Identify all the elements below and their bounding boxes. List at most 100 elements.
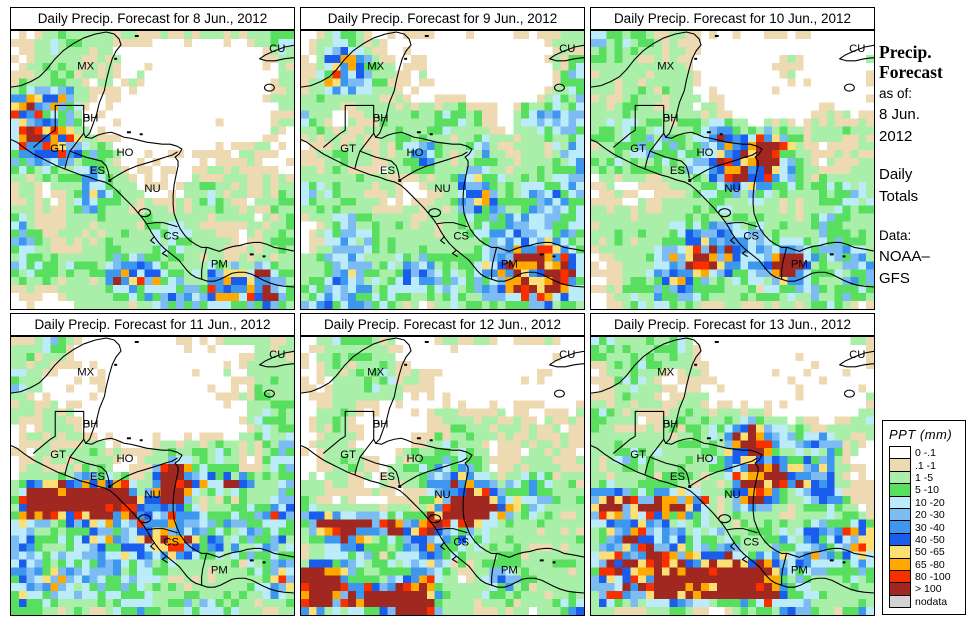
country-label-nu: NU [144,183,160,195]
country-label-cs: CS [453,536,469,548]
data-source-line1: NOAA– [879,248,930,265]
country-label-gt: GT [630,143,646,155]
panel-title-text: Daily Precip. Forecast for 8 Jun., 2012 [37,11,268,26]
precip-grid [11,31,294,309]
as-of-label: as of: [879,86,913,101]
precip-grid [591,31,874,309]
country-label-cu: CU [849,43,865,55]
as-of-date-line2: 2012 [879,128,913,145]
legend-swatch [889,458,911,472]
country-label-nu: NU [144,489,160,501]
country-label-bh: BH [373,418,389,430]
legend-label: .1 -1 [915,459,937,472]
precip-map: MX CU BH GT HO ES NU CS PM [10,30,295,310]
legend-swatch [889,483,911,497]
country-label-bh: BH [83,112,99,124]
country-label-gt: GT [50,449,66,461]
country-label-ho: HO [407,147,424,159]
legend-entry: 50 -65 [889,545,965,559]
island-marks [667,34,846,258]
precip-map: MX CU BH GT HO ES NU CS PM [300,30,585,310]
country-label-gt: GT [630,449,646,461]
legend-rows: 0 -.1.1 -1 1 -5 5 -10 10 -20 20 -30 30 -40 40 … [889,446,965,609]
legend-label: 5 -10 [915,484,939,497]
country-labels: MX CU BH GT HO ES NU CS PM [340,349,575,577]
country-outlines [301,31,584,288]
country-label-nu: NU [434,489,450,501]
legend-swatch [889,557,911,571]
country-outlines [11,31,294,288]
legend-label: 10 -20 [915,496,945,509]
legend-entry: 5 -10 [889,483,965,497]
precip-map: MX CU BH GT HO ES NU CS PM [10,336,295,616]
country-label-cs: CS [163,230,179,242]
country-label-mx: MX [367,61,384,73]
country-label-ho: HO [697,453,714,465]
legend-label: nodata [915,595,948,608]
legend-swatch [889,470,911,485]
country-label-mx: MX [367,367,384,379]
panel-title: Daily Precip. Forecast for 10 Jun., 2012 [590,7,875,30]
panel-title-text: Daily Precip. Forecast for 11 Jun., 2012 [34,317,271,332]
legend-entry: 0 -.1 [889,446,965,460]
legend-swatch [889,582,911,596]
totals-line1: Daily [879,166,913,183]
legend-swatch [889,446,911,460]
country-label-cu: CU [269,349,285,361]
country-label-bh: BH [663,112,679,124]
country-label-bh: BH [663,418,679,430]
country-label-cs: CS [163,536,179,548]
island-marks [87,340,266,564]
precip-grid [301,337,584,615]
data-source-line2: GFS [879,270,910,287]
country-label-es: ES [90,165,105,177]
country-label-pm: PM [501,258,518,270]
country-label-pm: PM [791,258,808,270]
country-labels: MX CU BH GT HO ES NU CS PM [50,43,285,271]
figure-title: Precip. Forecast [879,42,943,82]
precip-map: MX CU BH GT HO ES NU CS PM [590,30,875,310]
legend-label: 0 -.1 [915,447,937,460]
country-label-bh: BH [83,418,99,430]
country-label-gt: GT [340,143,356,155]
island-marks [377,34,556,258]
country-label-nu: NU [724,489,740,501]
country-label-cu: CU [559,349,575,361]
panel-12jun: Daily Precip. Forecast for 12 Jun., 2012… [300,313,585,616]
legend-label: 30 -40 [915,521,945,534]
country-label-es: ES [90,471,105,483]
country-label-es: ES [670,471,685,483]
country-outlines [11,337,294,594]
country-label-pm: PM [501,564,518,576]
legend-swatch [889,594,911,609]
country-label-mx: MX [657,367,674,379]
legend-label: > 100 [915,583,942,596]
legend-swatch [889,532,911,547]
legend-label: 65 -80 [915,558,945,571]
country-label-nu: NU [434,183,450,195]
country-label-es: ES [380,165,395,177]
country-label-cu: CU [269,43,285,55]
precip-grid [591,337,874,615]
panel-title: Daily Precip. Forecast for 9 Jun., 2012 [300,7,585,30]
as-of-date-line1: 8 Jun. [879,106,920,123]
country-label-cs: CS [453,230,469,242]
precip-map: MX CU BH GT HO ES NU CS PM [300,336,585,616]
country-labels: MX CU BH GT HO ES NU CS PM [630,349,865,577]
legend-label: 40 -50 [915,533,945,546]
country-outlines [591,337,874,594]
panel-9jun: Daily Precip. Forecast for 9 Jun., 2012 … [300,7,585,310]
country-label-gt: GT [340,449,356,461]
country-label-es: ES [670,165,685,177]
panel-title-text: Daily Precip. Forecast for 13 Jun., 2012 [613,317,852,332]
country-label-ho: HO [407,453,424,465]
panel-title: Daily Precip. Forecast for 11 Jun., 2012 [10,313,295,336]
country-label-cu: CU [849,349,865,361]
country-outlines [301,337,584,594]
precip-grid [11,337,294,615]
country-label-bh: BH [373,112,389,124]
panel-13jun: Daily Precip. Forecast for 13 Jun., 2012… [590,313,875,616]
data-label: Data: [879,228,912,243]
legend-swatch [889,495,911,509]
panel-8jun: Daily Precip. Forecast for 8 Jun., 2012 … [10,7,295,310]
